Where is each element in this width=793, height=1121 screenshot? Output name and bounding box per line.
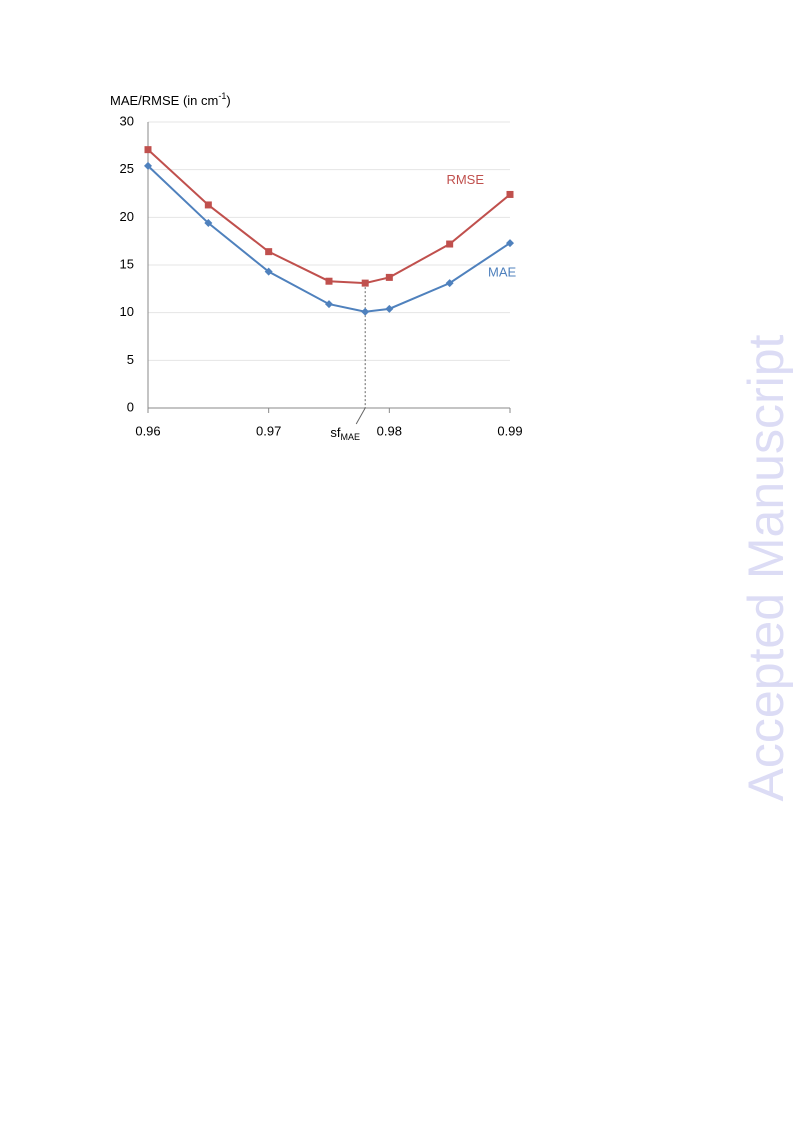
marker: [445, 279, 454, 288]
marker: [506, 190, 514, 198]
y-tick-label: 15: [120, 256, 134, 271]
y-axis-label: MAE/RMSE (in cm-1): [110, 91, 231, 108]
marker: [385, 273, 393, 281]
y-tick-label: 25: [120, 161, 134, 176]
x-tick-label: 0.96: [135, 423, 160, 438]
marker: [204, 201, 212, 209]
series-line: [147, 165, 511, 313]
watermark: Accepted Manuscript: [738, 334, 793, 801]
marker: [144, 146, 152, 154]
x-tick-label: 0.98: [377, 423, 402, 438]
marker: [361, 279, 369, 287]
marker: [264, 267, 273, 276]
series-label: MAE: [488, 265, 517, 280]
marker: [385, 304, 394, 313]
y-label-sup: -1: [218, 91, 226, 101]
y-tick-label: 5: [127, 352, 134, 367]
y-tick-label: 10: [120, 304, 134, 319]
marker: [325, 300, 333, 309]
series-line: [147, 148, 511, 285]
x-tick-label: 0.97: [256, 423, 281, 438]
y-label-main: MAE/RMSE (in cm: [110, 93, 218, 108]
y-tick-label: 0: [127, 399, 134, 414]
annotation-leader: [355, 407, 366, 425]
y-tick-label: 30: [120, 113, 134, 128]
series-label: RMSE: [446, 172, 484, 187]
annotation-sub: MAE: [341, 432, 361, 442]
annotation-main: sf: [330, 425, 341, 440]
y-label-end: ): [226, 93, 230, 108]
marker: [446, 240, 454, 248]
marker: [144, 161, 152, 170]
marker: [506, 239, 514, 248]
y-tick-label: 20: [120, 209, 134, 224]
marker: [325, 277, 333, 285]
annotation: sfMAE: [330, 425, 360, 442]
x-tick-label: 0.99: [497, 423, 522, 438]
marker: [265, 248, 273, 256]
marker: [204, 219, 213, 228]
marker: [361, 307, 370, 316]
